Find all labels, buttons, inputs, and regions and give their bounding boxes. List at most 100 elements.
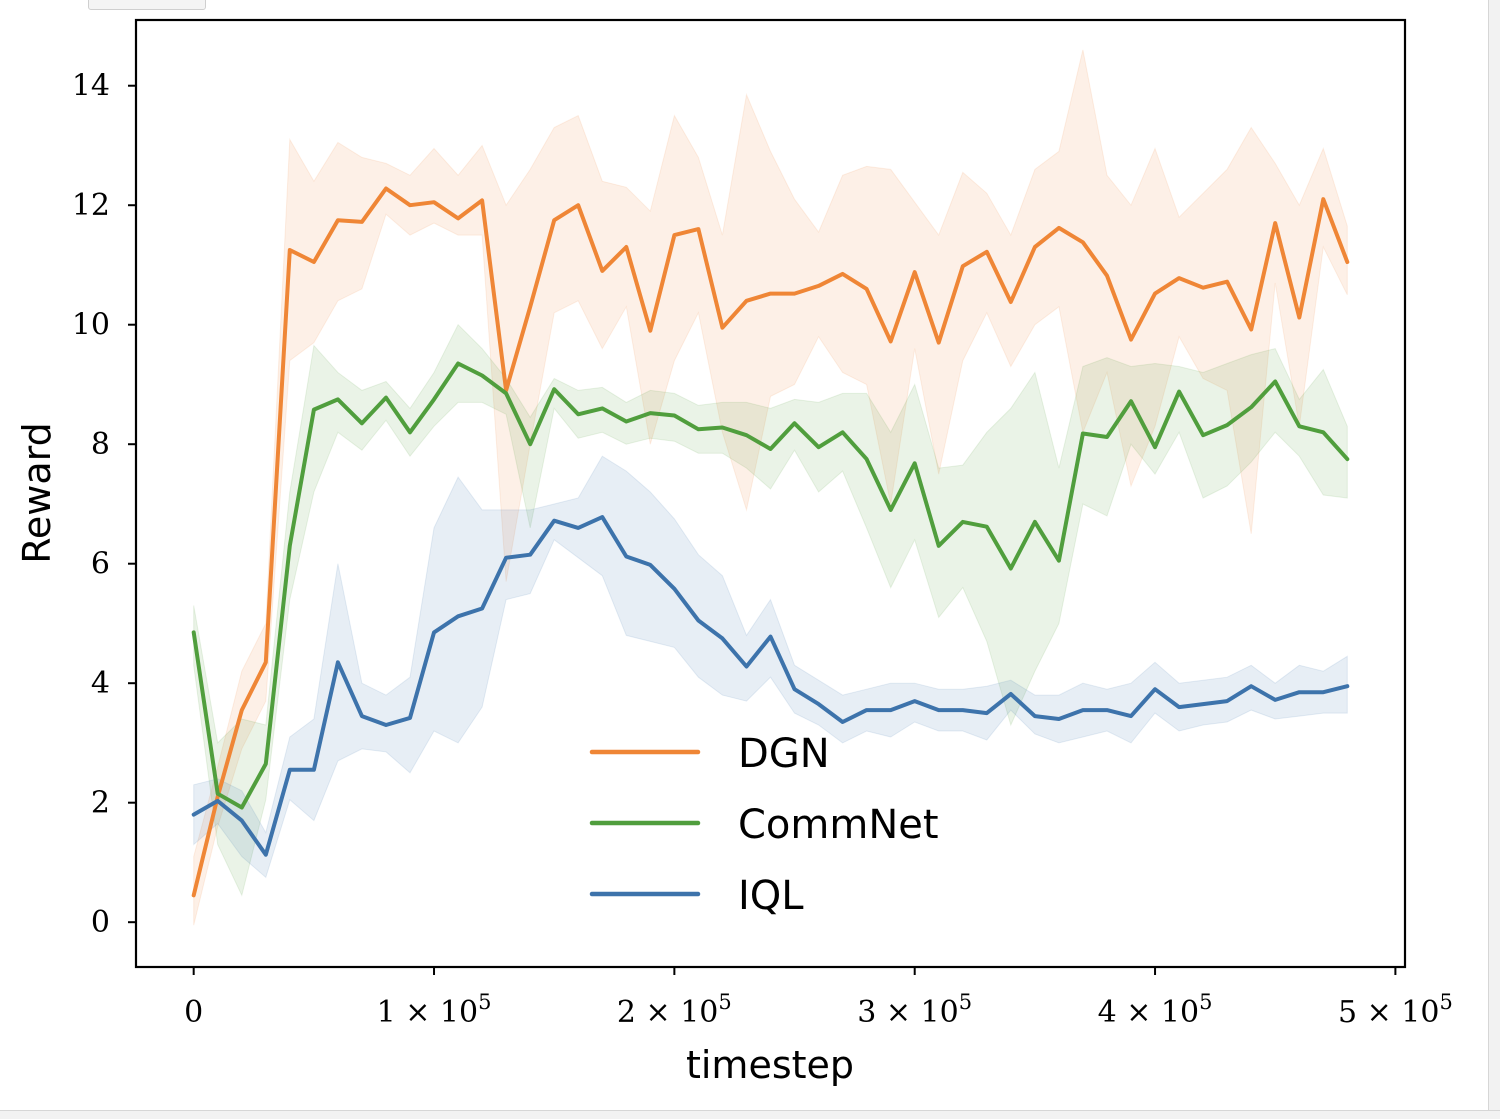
data-point-dgn [336,218,340,222]
y-tick-label: 14 [72,69,110,104]
data-point-commnet [576,412,580,416]
data-point-commnet [1153,445,1157,449]
data-point-iql [1297,690,1301,694]
data-point-dgn [1081,240,1085,244]
data-point-dgn [384,187,388,191]
data-point-dgn [696,227,700,231]
data-point-iql [1201,702,1205,706]
data-point-dgn [1249,328,1253,332]
data-point-dgn [937,341,941,345]
window-tab-edge [88,0,206,10]
data-point-commnet [408,430,412,434]
data-point-commnet [480,374,484,378]
y-axis-ticks: 0 2 4 6 8 10 12 14 [72,69,136,940]
data-point-iql [961,708,965,712]
data-point-dgn [576,203,580,207]
data-point-commnet [1249,405,1253,409]
data-point-commnet [1297,424,1301,428]
data-point-iql [1273,698,1277,702]
data-point-iql [1177,705,1181,709]
data-point-dgn [865,287,869,291]
data-point-iql [1249,684,1253,688]
data-point-iql [288,768,292,772]
data-point-iql [504,556,508,560]
band-commnet [193,323,1348,897]
data-point-dgn [360,220,364,224]
data-point-commnet [648,411,652,415]
data-point-commnet [1081,432,1085,436]
data-point-dgn [793,292,797,296]
data-point-commnet [1321,430,1325,434]
data-point-dgn [552,218,556,222]
legend-label-dgn: DGN [738,731,830,777]
x-tick-label: 2 × 105 [617,990,732,1030]
x-axis-label: timestep [686,1043,854,1087]
data-point-dgn [985,250,989,254]
data-point-commnet [793,421,797,425]
data-point-dgn [528,305,532,309]
data-point-commnet [1009,567,1013,571]
data-point-iql [600,515,604,519]
y-axis-label: Reward [15,422,59,564]
data-point-commnet [937,544,941,548]
data-point-commnet [264,762,268,766]
data-point-iql [312,768,316,772]
data-point-dgn [889,339,893,343]
data-point-commnet [865,457,869,461]
data-point-iql [1225,699,1229,703]
x-tick-label: 5 × 105 [1338,990,1453,1030]
x-tick-label: 1 × 105 [377,990,492,1030]
data-point-dgn [720,326,724,330]
data-point-dgn [1129,338,1133,342]
y-tick-label: 12 [72,188,110,223]
data-point-commnet [216,792,220,796]
data-point-dgn [240,708,244,712]
data-point-dgn [1345,260,1349,264]
data-point-commnet [961,520,965,524]
data-point-commnet [889,508,893,512]
data-point-commnet [1105,435,1109,439]
data-point-commnet [1057,559,1061,563]
y-tick-label: 8 [91,427,110,462]
data-point-commnet [504,391,508,395]
data-point-iql [384,723,388,727]
data-point-commnet [1273,380,1277,384]
data-point-dgn [841,272,845,276]
data-point-dgn [456,216,460,220]
data-point-dgn [1273,221,1277,225]
data-point-dgn [192,893,196,897]
data-point-commnet [432,397,436,401]
data-point-dgn [672,233,676,237]
data-point-dgn [648,329,652,333]
data-point-iql [624,555,628,559]
data-point-iql [648,563,652,567]
data-point-iql [937,708,941,712]
data-point-commnet [312,408,316,412]
data-point-commnet [913,461,917,465]
data-point-commnet [288,544,292,548]
data-point-dgn [769,292,773,296]
data-point-iql [1321,690,1325,694]
confidence-bands [193,49,1348,926]
x-tick-label: 3 × 105 [857,990,972,1030]
data-point-dgn [408,203,412,207]
data-point-iql [552,519,556,523]
data-point-iql [1033,714,1037,718]
data-point-iql [985,711,989,715]
data-point-commnet [720,426,724,430]
series-line-commnet [191,361,1350,810]
data-point-dgn [1153,292,1157,296]
x-tick-label: 0 [184,995,203,1030]
window-right-edge [1488,0,1500,1118]
data-point-commnet [600,406,604,410]
data-point-iql [745,665,749,669]
data-point-dgn [745,299,749,303]
y-tick-label: 2 [91,786,110,821]
data-point-commnet [360,421,364,425]
data-point-iql [360,714,364,718]
data-point-dgn [1321,197,1325,201]
data-point-commnet [528,442,532,446]
data-point-commnet [696,427,700,431]
y-tick-label: 0 [91,905,110,940]
data-point-iql [672,587,676,591]
